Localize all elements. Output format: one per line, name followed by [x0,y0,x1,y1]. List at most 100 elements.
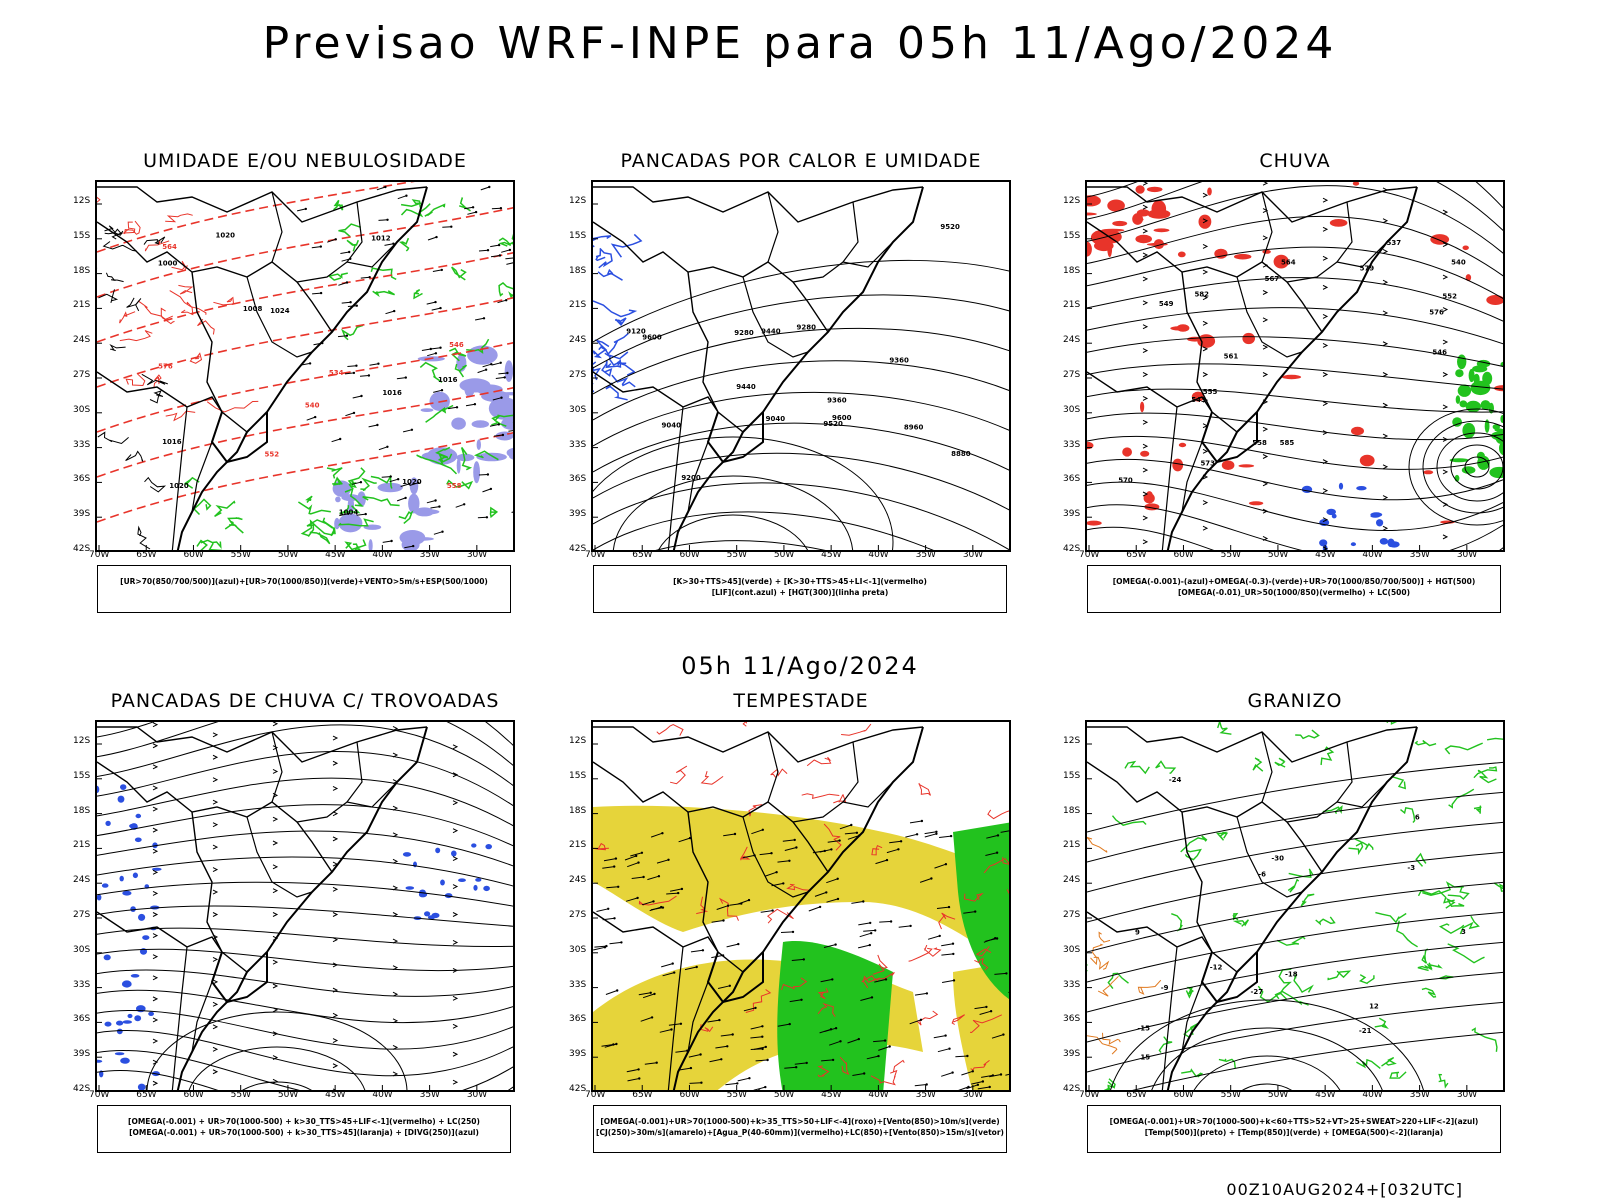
latitude-tick-label: 18S [73,805,91,816]
latitude-tick-label: 24S [1063,335,1081,346]
longitude-tick-label: 70W [89,550,110,560]
panel-pancadas_calor: PANCADAS POR CALOR E UMIDADE 12S 15S 18S 21S… [569,150,1011,645]
legend-box: [K>30+TTS>45](verde) + [K>30+TTS>45+LI<-… [593,565,1007,613]
page-title: Previsao WRF-INPE para 05h 11/Ago/2024 [262,18,1338,69]
longitude-tick-label: 70W [89,1090,110,1100]
latitude-tick-label: 27S [569,910,587,920]
contour-label: 558 [447,482,462,490]
contour-label: 576 [1429,308,1444,316]
legend-box: [OMEGA(-0.001) + UR>70(1000-500) + k>30_… [97,1105,511,1153]
legend-box: [OMEGA(-0.001)+UR>70(1000-500)+k>35_TTS>… [593,1105,1007,1153]
longitude-tick-label: 70W [585,550,606,560]
contour-label: 540 [1451,259,1466,267]
latitude-tick-label: 15S [569,770,587,781]
longitude-tick-label: 45W [821,550,842,560]
legend-line: [LIF](cont.azul) + [HGT(300)](linha pret… [711,588,889,597]
contour-label: 546 [1432,348,1447,356]
longitude-tick-label: 50W [773,550,795,560]
longitude-tick-label: 55W [1220,1090,1242,1100]
contour-label: 9 [1135,928,1140,936]
legend-line: [OMEGA(-0.01)_UR>50(1000/850)(vermelho) … [1177,588,1411,597]
latitude-tick-label: 27S [73,910,91,920]
latitude-tick-label: 36S [569,474,587,485]
latitude-tick-label: 36S [73,474,91,485]
longitude-tick-label: 35W [1409,1090,1430,1100]
contour-label: 8960 [904,423,924,431]
map-frame: 585 582 579 576 573 570 567 564 561 558 555 552 549 5… [1085,180,1505,552]
longitude-tick-label: 70W [1079,1090,1100,1100]
longitude-tick-label: 40W [372,1090,393,1100]
latitude-tick-label: 42S [1063,1084,1081,1094]
latitude-tick-label: 33S [569,439,587,450]
weather-map: 1016 1016 1020 1020 1024 1020 1016 1012 1008 1004… [97,182,513,550]
legend-box: [OMEGA(-0.001)+UR>70(1000-500)+k<60+TTS>… [1087,1105,1501,1153]
weather-map: 9600960095209520944094409360936092809280… [593,186,1009,550]
contour-label: 1000 [158,260,178,268]
latitude-tick-label: 12S [569,736,587,746]
longitude-tick-label: 55W [1220,550,1242,560]
contour-label: -6 [1258,871,1266,879]
latitude-tick-label: 42S [73,544,91,554]
longitude-tick-label: 65W [136,550,157,560]
longitude-tick-label: 50W [773,1090,795,1100]
panel-title: UMIDADE E/OU NEBULOSIDADE [143,150,467,172]
contour-label: 1008 [243,305,263,313]
longitude-tick-label: 45W [1315,1090,1336,1100]
longitude-tick-label: 50W [1267,1090,1289,1100]
latitude-tick-label: 24S [73,875,91,886]
longitude-tick-label: 45W [1315,550,1336,560]
longitude-tick-label: 55W [230,1090,252,1100]
latitude-tick-label: 18S [1063,805,1081,816]
longitude-tick-label: 70W [585,1090,606,1100]
longitude-tick-label: 30W [466,550,488,560]
latitude-tick-label: 39S [1063,1049,1081,1060]
latitude-tick-label: 42S [569,1084,587,1094]
longitude-tick-label: 60W [183,550,204,560]
longitude-tick-label: 65W [1126,550,1147,560]
latitude-tick-label: 30S [73,944,91,955]
longitude-tick-label: 50W [277,550,299,560]
longitude-tick-label: 70W [1079,550,1100,560]
contour-label: 1012 [371,235,391,243]
contour-label: 9040 [766,415,786,423]
contour-label: 543 [1191,396,1206,404]
latitude-tick-label: 18S [569,265,587,276]
legend-line: [CJ(250)>30m/s](amarelo)+[Agua_P(40-60mm… [596,1128,1004,1137]
contour-label: 8880 [951,450,971,458]
longitude-tick-label: 35W [915,1090,936,1100]
legend-line: [Temp(500)](preto) + [Temp(850)](verde) … [1144,1128,1444,1137]
panel-pancadas_trovoadas: PANCADAS DE CHUVA C/ TROVOADAS 12S 15S 18S 2… [73,690,515,1185]
forecast-date-label: 05h 11/Ago/2024 [681,652,919,680]
longitude-tick-label: 45W [325,550,346,560]
longitude-tick-label: 40W [1362,550,1383,560]
latitude-tick-label: 30S [569,404,587,415]
contour-label: 540 [305,402,320,410]
panel-tempestade: TEMPESTADE 12S 15S 18S 21S 24S 27S 30S 33S 36S 39S… [569,690,1011,1185]
contour-label: 552 [1442,292,1457,300]
panel-title: PANCADAS DE CHUVA C/ TROVOADAS [110,690,500,712]
longitude-tick-label: 45W [325,1090,346,1100]
longitude-tick-label: 45W [821,1090,842,1100]
latitude-tick-label: 12S [569,196,587,206]
latitude-tick-label: 12S [1063,196,1081,206]
latitude-tick-label: 15S [73,770,91,781]
latitude-tick-label: 15S [73,230,91,241]
latitude-tick-label: 27S [1063,910,1081,920]
latitude-tick-label: 36S [569,1014,587,1025]
panel-title: TEMPESTADE [733,690,869,712]
longitude-tick-label: 35W [1409,550,1430,560]
longitude-tick-label: 65W [1126,1090,1147,1100]
contour-label: 9040 [662,421,682,429]
latitude-tick-label: 12S [73,196,91,206]
longitude-tick-label: 40W [372,550,393,560]
weather-map: 585 582 579 576 573 570 567 564 561 558 555 552 549 5… [1087,182,1503,550]
contour-label: -3 [1407,864,1415,872]
longitude-tick-label: 60W [679,550,700,560]
map-frame [591,720,1011,1092]
panel-umidade: UMIDADE E/OU NEBULOSIDADE 12S 15S 18S 21S 24S… [73,150,515,645]
contour-label: 9600 [642,333,662,341]
latitude-tick-label: 27S [569,370,587,380]
contour-label: 9600 [832,414,852,422]
latitude-tick-label: 18S [1063,265,1081,276]
latitude-tick-label: 33S [73,979,91,990]
